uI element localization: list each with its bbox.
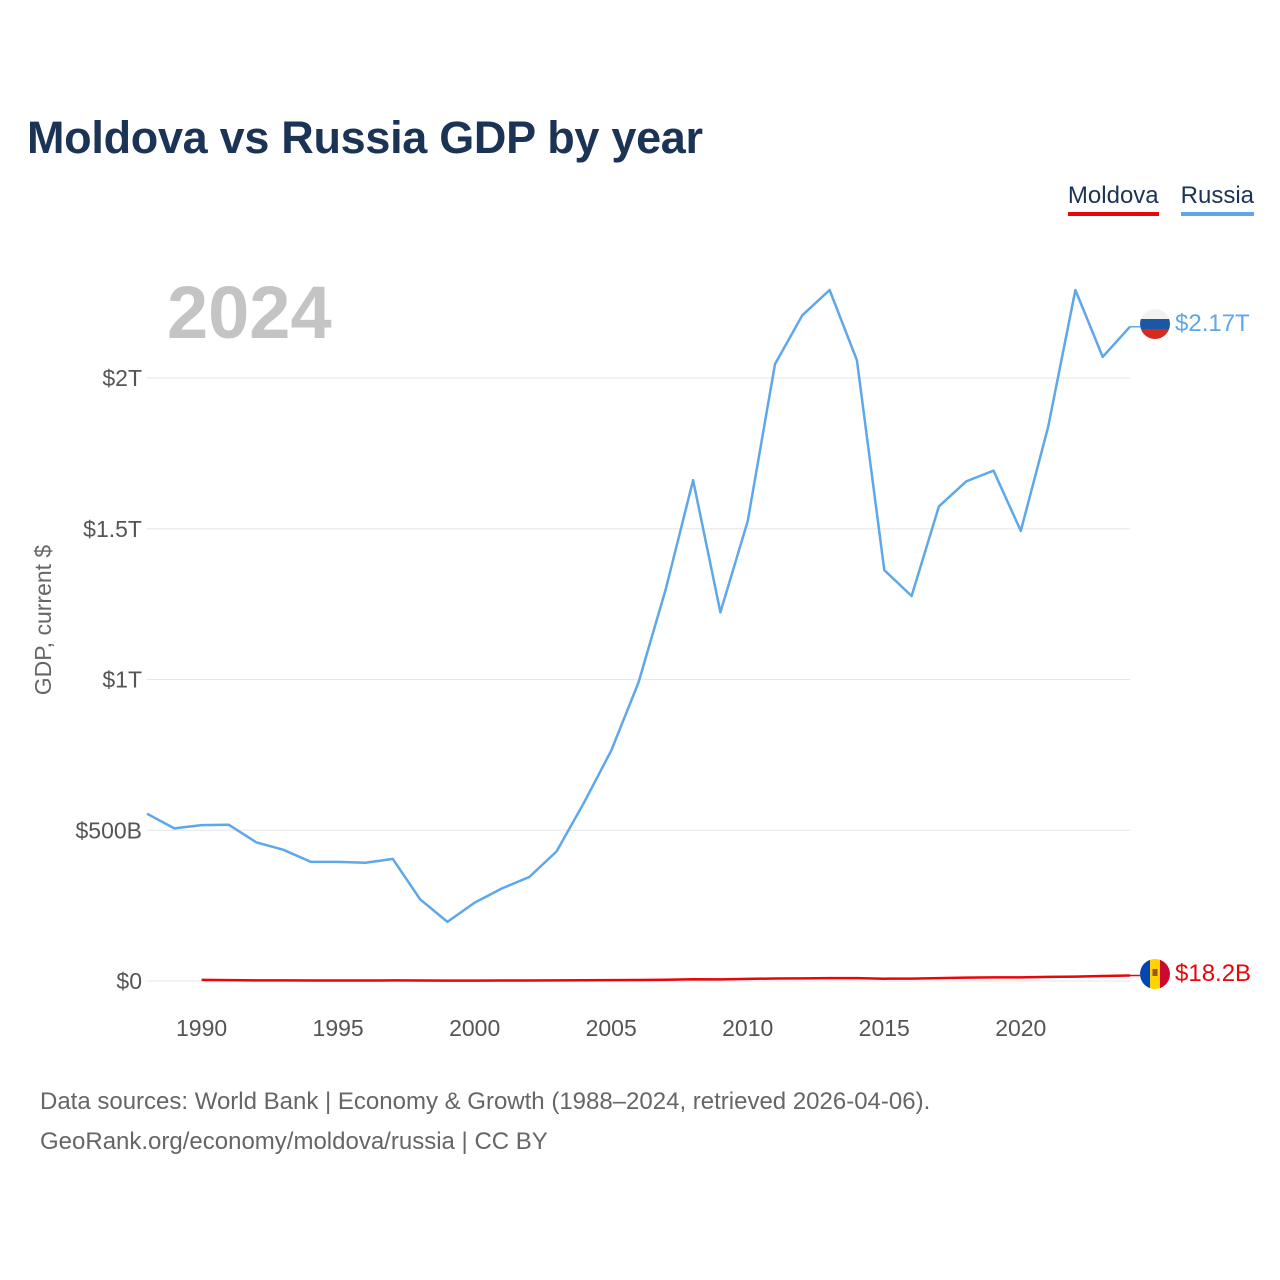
data-sources-text: Data sources: World Bank | Economy & Gro…	[40, 1088, 931, 1115]
x-tick-label: 2005	[586, 1015, 637, 1041]
y-tick-label: $500B	[75, 817, 142, 843]
source-link[interactable]: GeoRank.org/economy/moldova/russia | CC …	[40, 1128, 548, 1155]
y-tick-label: $2T	[102, 365, 142, 391]
y-axis-label: GDP, current $	[30, 545, 56, 696]
footer: Data sources: World Bank | Economy & Gro…	[40, 1082, 930, 1162]
y-tick-label: $0	[116, 968, 142, 994]
x-tick-label: 2000	[449, 1015, 500, 1041]
series-line-russia[interactable]	[146, 288, 1131, 924]
x-tick-label: 1995	[313, 1015, 364, 1041]
y-tick-label: $1.5T	[83, 516, 142, 542]
legend: Moldova Russia	[1067, 182, 1254, 216]
moldova-flag-icon	[1140, 959, 1170, 989]
legend-item-moldova[interactable]: Moldova	[1067, 182, 1159, 216]
russia-flag-icon	[1140, 309, 1170, 339]
legend-item-russia[interactable]: Russia	[1180, 182, 1254, 216]
x-tick-label: 1990	[176, 1015, 227, 1041]
year-overlay: 2024	[167, 271, 332, 354]
moldova-end-label: $18.2B	[1175, 960, 1251, 987]
chart-title: Moldova vs Russia GDP by year	[27, 112, 703, 163]
x-tick-label: 2015	[859, 1015, 910, 1041]
x-tick-label: 2010	[722, 1015, 773, 1041]
russia-end-label: $2.17T	[1175, 310, 1250, 337]
x-tick-label: 2020	[995, 1015, 1046, 1041]
y-tick-label: $1T	[102, 667, 142, 693]
series-line-moldova[interactable]	[201, 974, 1131, 982]
